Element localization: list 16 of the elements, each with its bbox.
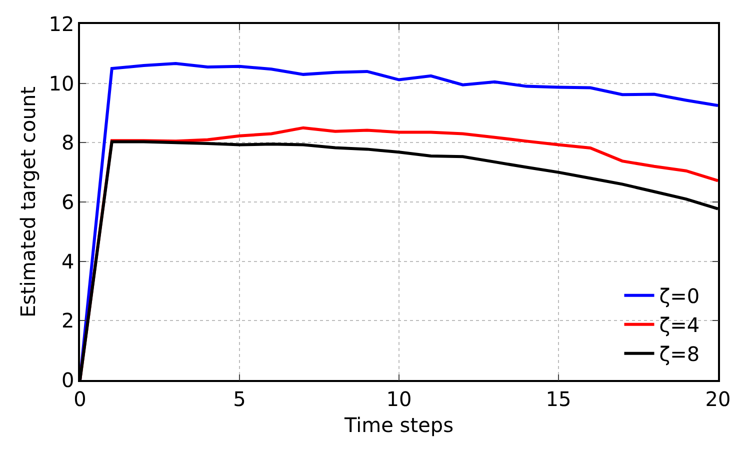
legend-label: ζ=4 [659,313,700,338]
x-axis-title: Time steps [344,412,454,437]
y-axis-title: Estimated target count [16,86,40,318]
legend-label: ζ=0 [659,284,700,308]
y-tick-label: 12 [48,12,74,36]
x-tick-label: 15 [546,386,572,411]
x-tick-label: 20 [705,386,731,411]
y-tick-label: 4 [62,249,74,274]
y-tick-label: 10 [48,71,74,96]
y-tick-label: 8 [62,130,74,155]
legend-label: ζ=8 [659,342,700,366]
x-tick-label: 10 [386,386,412,411]
x-tick-label: 5 [233,386,246,411]
y-tick-label: 6 [62,190,74,214]
y-tick-label: 0 [62,368,74,392]
y-tick-label: 2 [62,308,74,333]
